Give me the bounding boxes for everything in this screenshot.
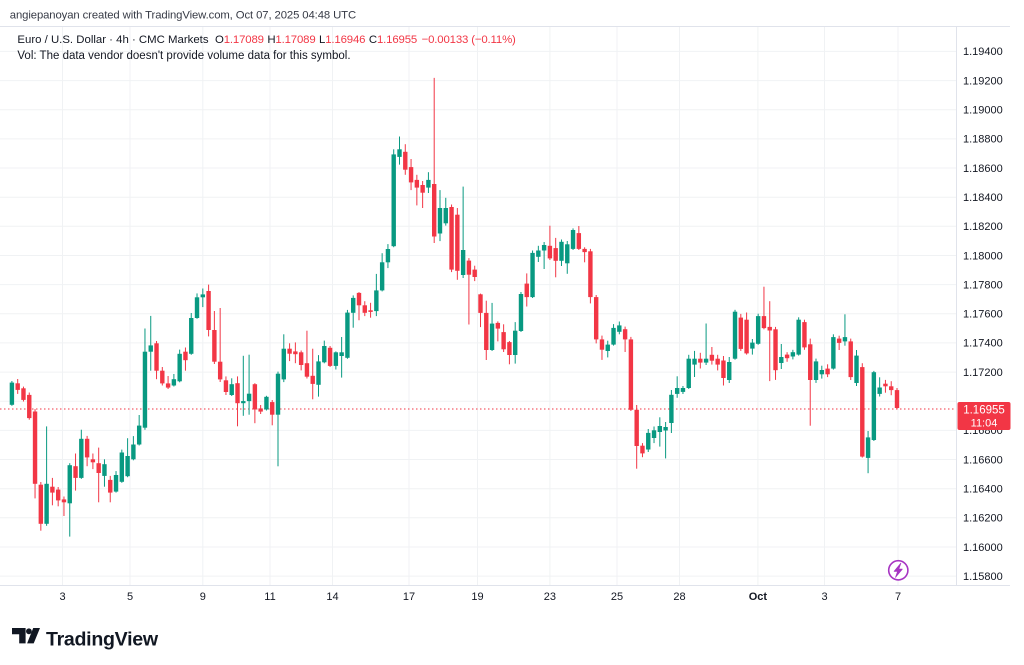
svg-text:1.18400: 1.18400	[963, 192, 1003, 204]
svg-text:TradingView: TradingView	[46, 629, 159, 651]
svg-text:angiepanoyan created with Trad: angiepanoyan created with TradingView.co…	[10, 9, 356, 21]
svg-text:1.17800: 1.17800	[963, 279, 1003, 291]
svg-text:Euro / U.S. Dollar · 4h · CMC: Euro / U.S. Dollar · 4h · CMC Markets	[17, 34, 208, 46]
svg-text:25: 25	[611, 591, 623, 603]
svg-text:5: 5	[127, 591, 133, 603]
svg-text:1.16000: 1.16000	[963, 542, 1003, 554]
svg-text:1.18000: 1.18000	[963, 250, 1003, 262]
svg-text:1.16955: 1.16955	[963, 405, 1005, 417]
svg-text:1.18800: 1.18800	[963, 134, 1003, 146]
svg-text:14: 14	[326, 591, 338, 603]
svg-text:1.17600: 1.17600	[963, 309, 1003, 321]
svg-text:1.18200: 1.18200	[963, 221, 1003, 233]
svg-text:3: 3	[821, 591, 827, 603]
svg-text:Vol: The data vendor doesn't p: Vol: The data vendor doesn't provide vol…	[17, 50, 350, 62]
svg-text:1.19000: 1.19000	[963, 105, 1003, 117]
svg-text:1.19400: 1.19400	[963, 46, 1003, 58]
svg-text:7: 7	[895, 591, 901, 603]
svg-text:1.17400: 1.17400	[963, 338, 1003, 350]
svg-text:19: 19	[471, 591, 483, 603]
svg-text:28: 28	[673, 591, 685, 603]
svg-text:Oct: Oct	[749, 591, 768, 603]
svg-text:1.16200: 1.16200	[963, 513, 1003, 525]
svg-text:1.16400: 1.16400	[963, 484, 1003, 496]
svg-text:1.16600: 1.16600	[963, 454, 1003, 466]
svg-text:11: 11	[264, 591, 275, 603]
svg-text:23: 23	[544, 591, 556, 603]
svg-text:9: 9	[200, 591, 206, 603]
svg-text:17: 17	[403, 591, 415, 603]
svg-text:1.17200: 1.17200	[963, 367, 1003, 379]
svg-text:1.18600: 1.18600	[963, 163, 1003, 175]
svg-text:11:04: 11:04	[971, 418, 998, 430]
svg-text:1.19200: 1.19200	[963, 75, 1003, 87]
svg-text:1.15800: 1.15800	[963, 571, 1003, 583]
svg-text:3: 3	[59, 591, 65, 603]
